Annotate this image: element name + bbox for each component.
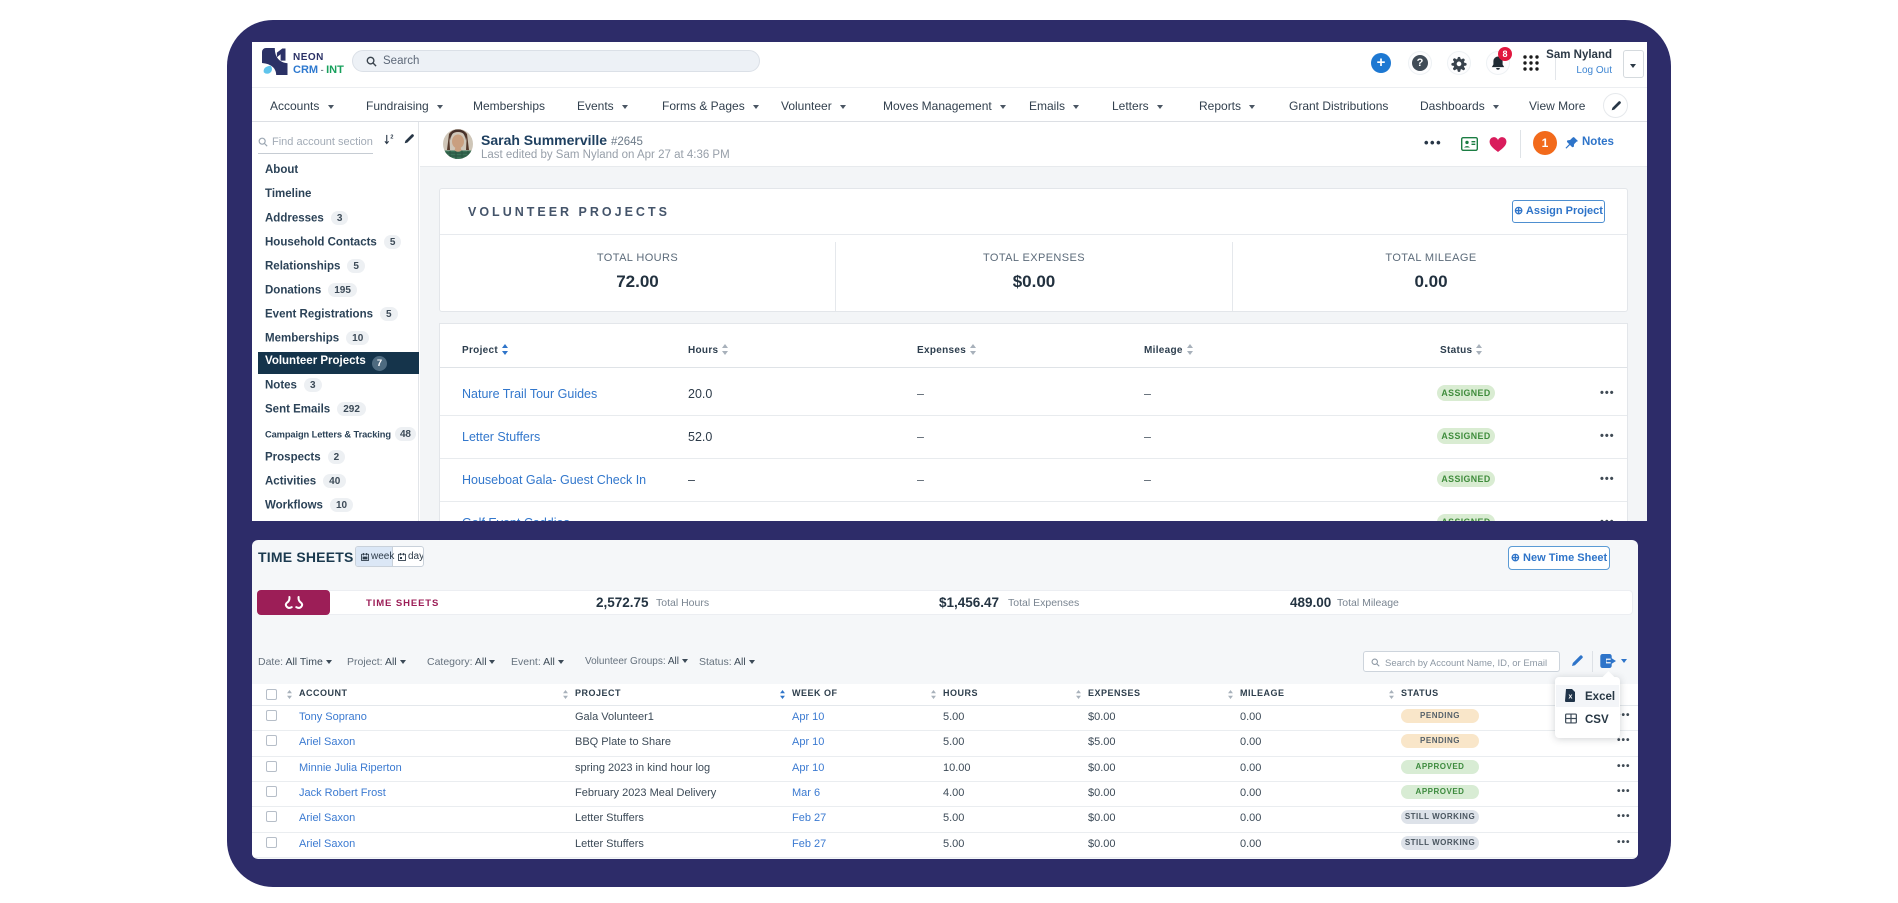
svg-text:x: x — [1569, 694, 1573, 701]
svg-text:2: 2 — [390, 135, 393, 141]
